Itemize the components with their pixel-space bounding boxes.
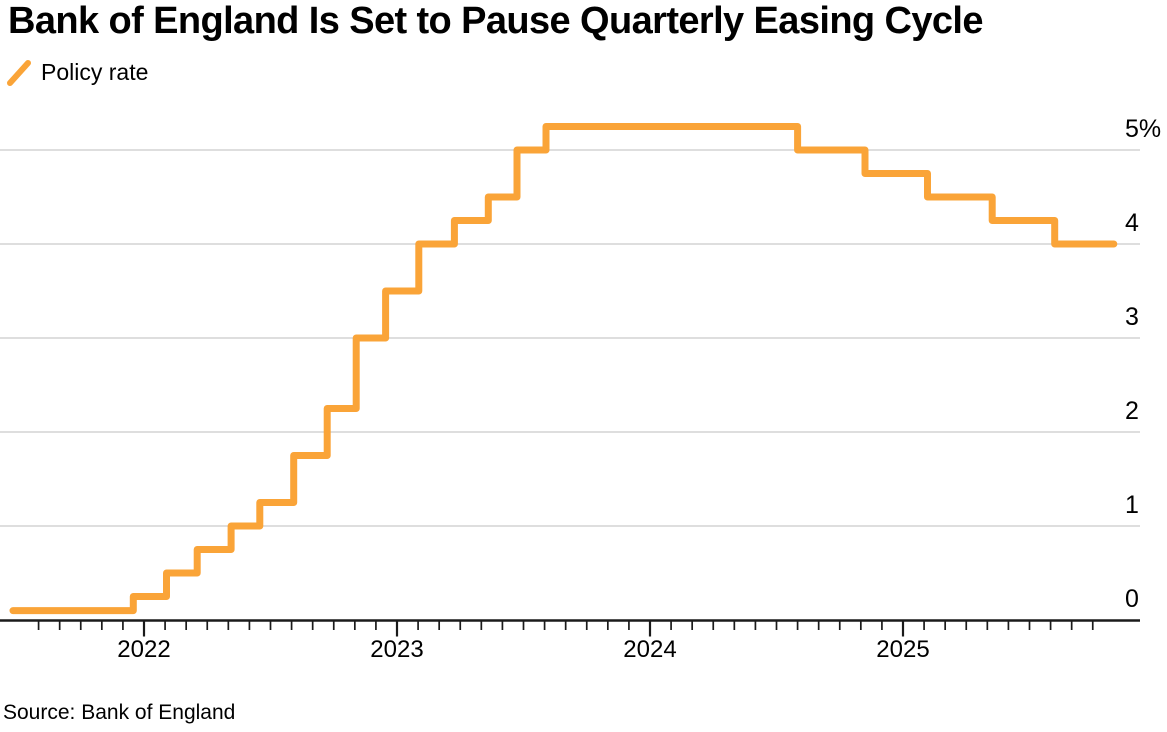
- chart-title: Bank of England Is Set to Pause Quarterl…: [8, 0, 984, 42]
- policy-rate-legend-marker: [7, 60, 31, 86]
- y-axis-label-0: 0: [1125, 585, 1139, 613]
- y-axis-label-1: 1: [1125, 491, 1139, 519]
- y-axis-label-3: 3: [1125, 303, 1139, 331]
- x-axis-label-2025: 2025: [876, 636, 929, 663]
- y-axis-label-2: 2: [1125, 397, 1139, 425]
- y-axis-label-5: 5%: [1125, 115, 1161, 143]
- x-axis-label-2022: 2022: [117, 636, 170, 663]
- legend-label-policy-rate: Policy rate: [41, 59, 149, 85]
- source-attribution: Source: Bank of England: [3, 701, 236, 724]
- policy-rate-line: [9, 123, 1118, 615]
- y-axis-label-4: 4: [1125, 209, 1139, 237]
- x-axis-label-2024: 2024: [623, 636, 676, 663]
- x-axis-label-2023: 2023: [370, 636, 423, 663]
- legend: Policy rate: [7, 58, 148, 86]
